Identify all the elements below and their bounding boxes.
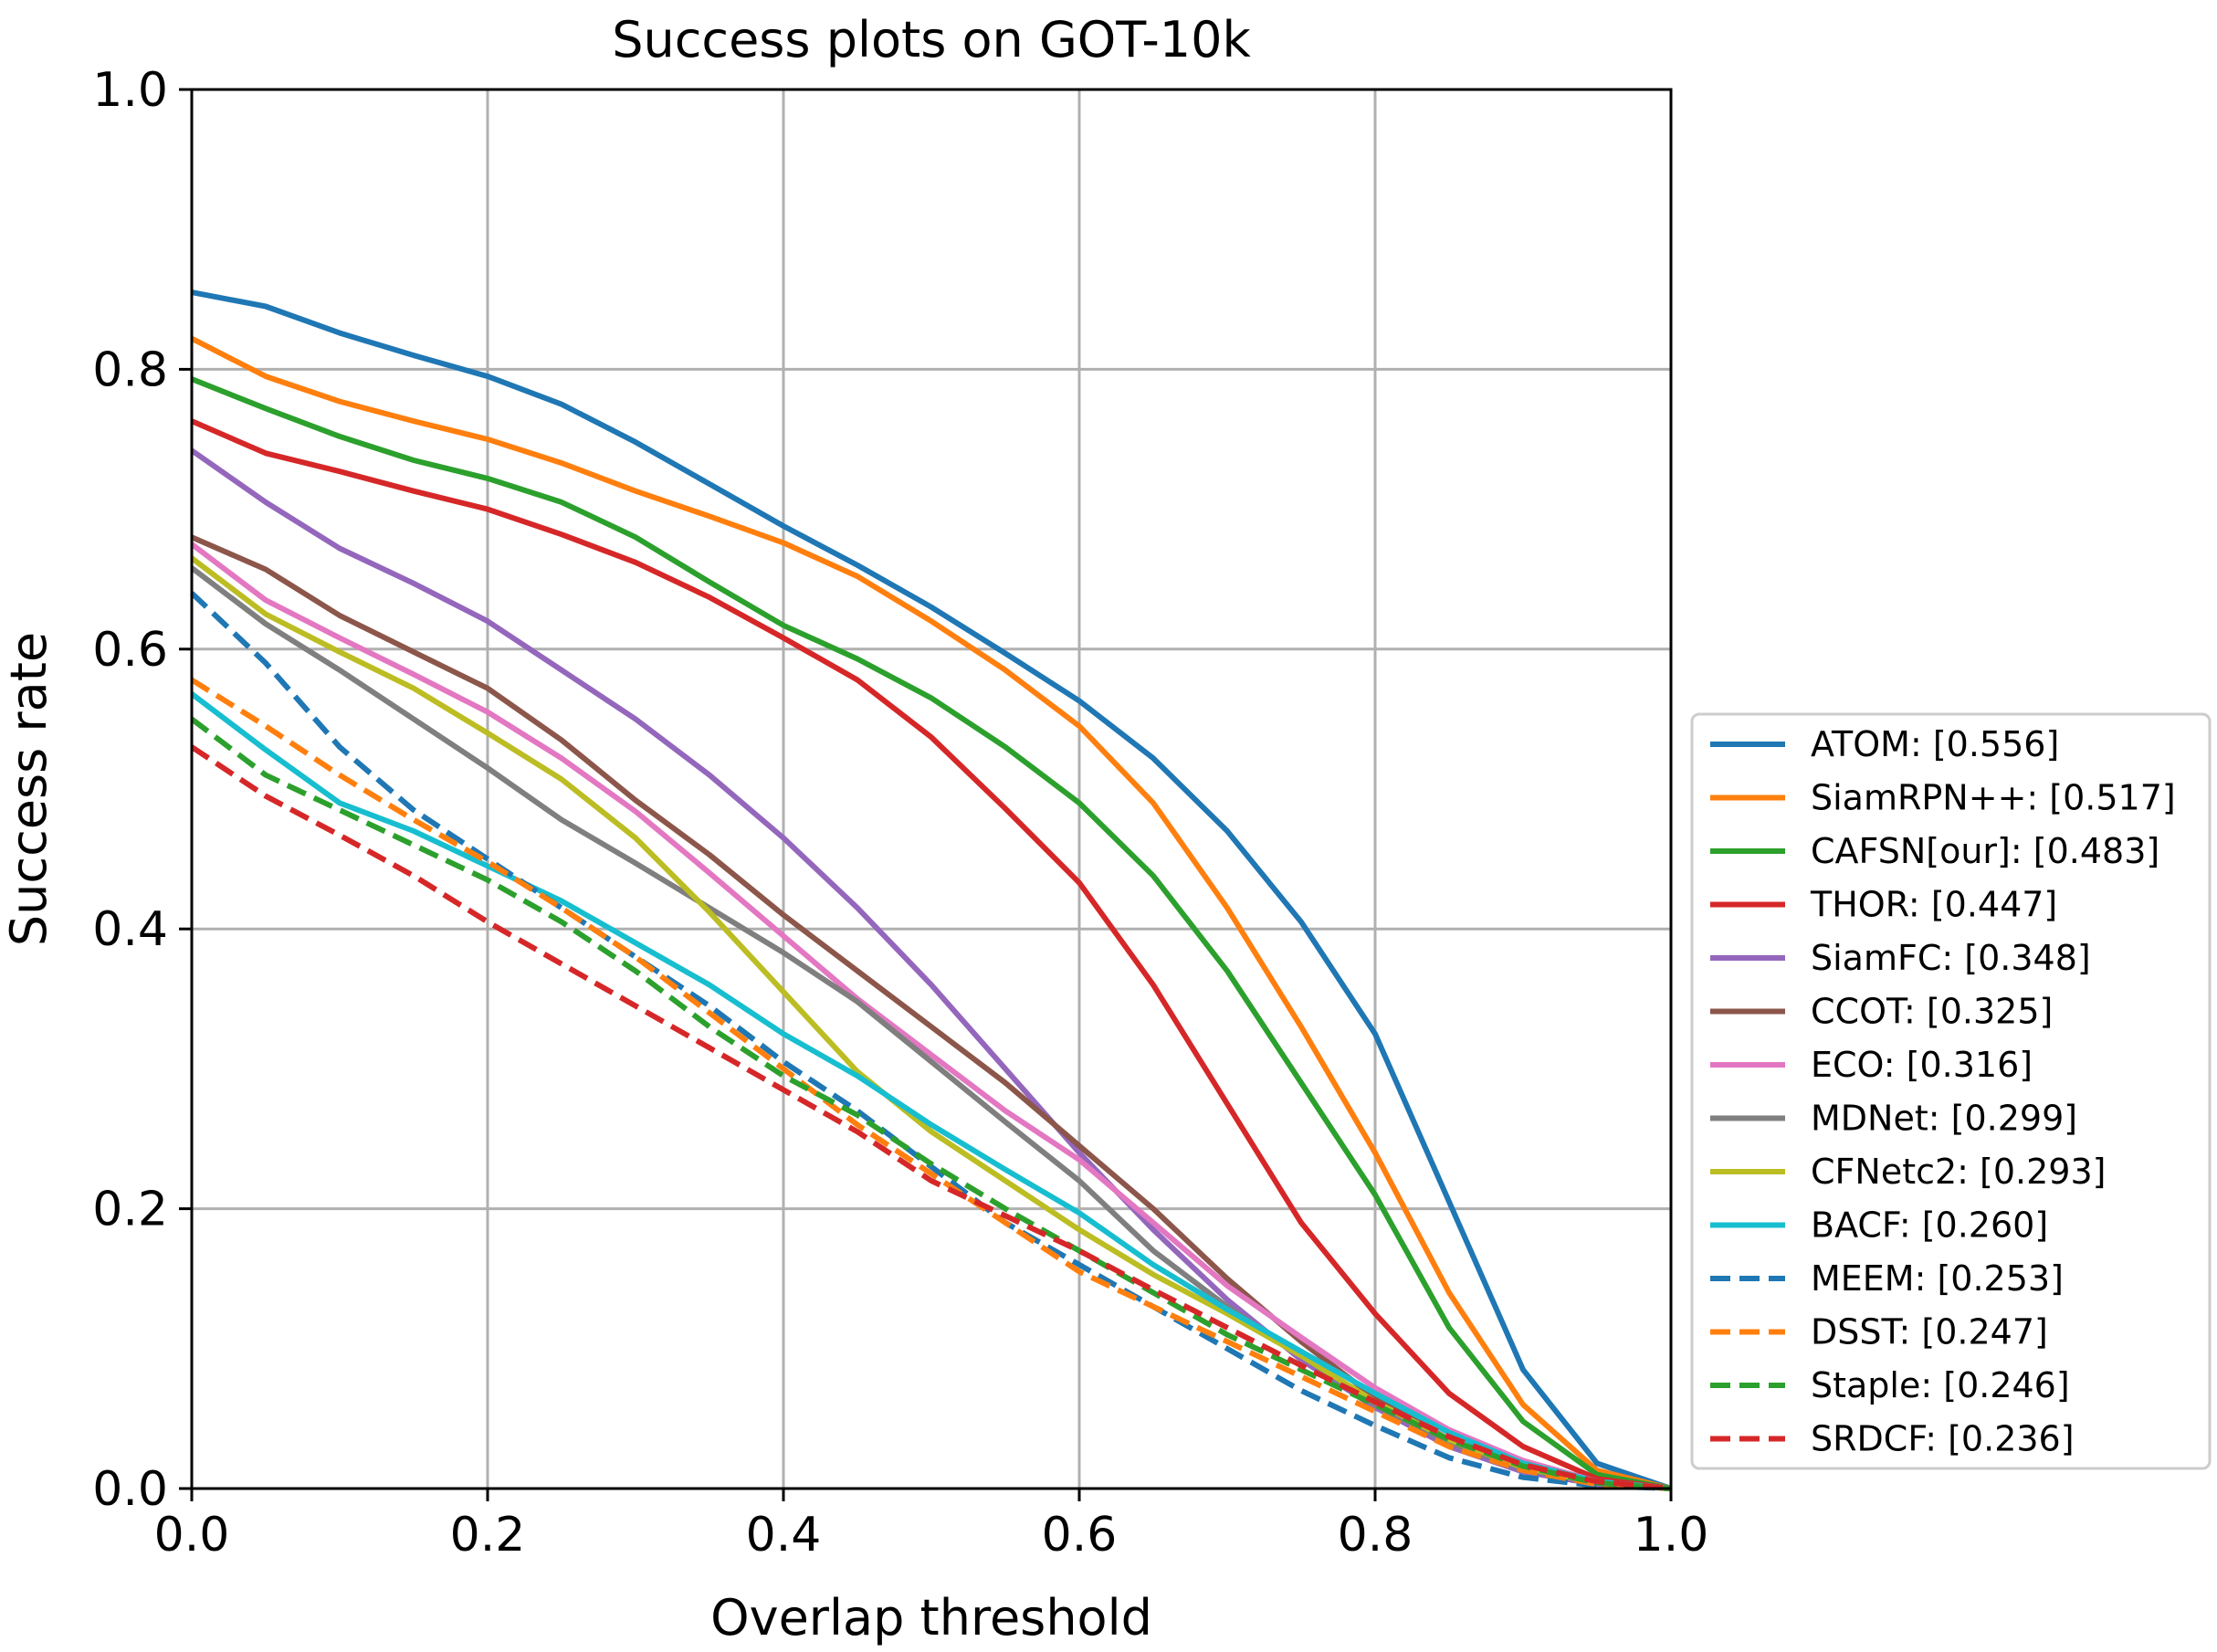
x-tick-label: 0.6 — [1042, 1508, 1118, 1563]
series-line-meem — [189, 591, 1672, 1491]
series-line-siamrpn- — [190, 336, 1672, 1491]
y-axis-label: Success rate — [0, 632, 58, 946]
y-tick-label: 0.8 — [92, 342, 168, 397]
series-line-cafsn-our- — [190, 376, 1672, 1491]
series-line-dsst — [190, 677, 1672, 1491]
legend-label: SRDCF: [0.236] — [1811, 1419, 2075, 1459]
x-axis-label: Overlap threshold — [710, 1589, 1152, 1647]
x-tick-label: 0.8 — [1338, 1508, 1413, 1563]
series-line-srdcf — [190, 744, 1672, 1491]
series-line-atom — [191, 289, 1672, 1491]
y-tick-label: 0.4 — [92, 902, 168, 957]
legend-label: MEEM: [0.253] — [1811, 1258, 2064, 1299]
x-tick-label: 0.0 — [154, 1508, 230, 1563]
x-tick-label: 1.0 — [1634, 1508, 1709, 1563]
legend-label: ATOM: [0.556] — [1811, 724, 2059, 764]
legend-frame — [1690, 712, 2212, 1470]
legend-label: Staple: [0.246] — [1811, 1365, 2070, 1405]
y-tick-label: 0.0 — [92, 1462, 168, 1517]
legend-label: CFNetc2: [0.293] — [1811, 1152, 2106, 1192]
legend-label: THOR: [0.447] — [1810, 885, 2057, 925]
legend-label: DSST: [0.247] — [1811, 1312, 2048, 1352]
series-line-thor — [190, 418, 1672, 1491]
y-tick-label: 0.2 — [92, 1183, 168, 1237]
x-tick-label: 0.2 — [450, 1508, 526, 1563]
chart-title: Success plots on GOT-10k — [612, 11, 1251, 68]
series-lines — [189, 289, 1672, 1491]
legend-label: SiamRPN++: [0.517] — [1811, 778, 2176, 818]
y-tick-label: 0.6 — [92, 623, 168, 678]
legend-label: SiamFC: [0.348] — [1811, 938, 2091, 978]
plot-area-frame — [190, 88, 1673, 1490]
series-line-staple — [190, 717, 1672, 1491]
x-tick-label: 0.4 — [746, 1508, 822, 1563]
series-line-eco — [190, 542, 1672, 1491]
legend-label: ECO: [0.316] — [1811, 1045, 2033, 1085]
legend-label: CAFSN[our]: [0.483] — [1811, 831, 2159, 871]
series-line-bacf — [190, 691, 1672, 1491]
series-line-ccot — [190, 534, 1672, 1491]
legend-label: CCOT: [0.325] — [1811, 992, 2053, 1032]
legend-label: BACF: [0.260] — [1811, 1205, 2048, 1246]
legend: ATOM: [0.556] SiamRPN++: [0.517] CAFSN[our… — [1690, 712, 2212, 1470]
axis-ticks: 0.0 0.2 0.4 0.6 0.8 1.0 0.0 0.2 0.4 0.6 0.8 1.0 — [92, 63, 1708, 1563]
y-tick-label: 1.0 — [92, 63, 168, 118]
legend-label: MDNet: [0.299] — [1811, 1099, 2077, 1139]
grid — [190, 88, 1673, 1490]
